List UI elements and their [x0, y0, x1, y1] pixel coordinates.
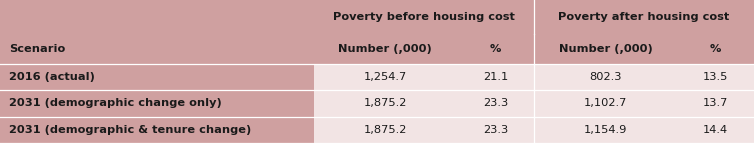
Bar [534, 0, 754, 34]
Text: 23.3: 23.3 [483, 125, 508, 135]
Bar [314, 90, 457, 117]
Bar [314, 117, 754, 143]
Bar [314, 64, 457, 90]
Text: Poverty after housing cost: Poverty after housing cost [558, 12, 730, 22]
Text: Number (,000): Number (,000) [339, 44, 432, 54]
Bar [314, 34, 457, 64]
Text: 23.3: 23.3 [483, 98, 508, 108]
Bar [457, 64, 534, 90]
Bar [314, 64, 754, 90]
Text: 2031 (demographic change only): 2031 (demographic change only) [9, 98, 222, 108]
Text: 13.7: 13.7 [703, 98, 728, 108]
Text: Poverty before housing cost: Poverty before housing cost [333, 12, 515, 22]
Bar [534, 34, 677, 64]
Bar [0, 90, 314, 117]
Bar [677, 64, 754, 90]
Bar [534, 117, 677, 143]
Text: 2031 (demographic & tenure change): 2031 (demographic & tenure change) [9, 125, 251, 135]
Text: 2016 (actual): 2016 (actual) [9, 72, 95, 82]
Text: 1,154.9: 1,154.9 [584, 125, 627, 135]
Bar [0, 117, 314, 143]
Bar [314, 0, 534, 34]
Text: 21.1: 21.1 [483, 72, 508, 82]
Text: %: % [489, 44, 501, 54]
Text: 802.3: 802.3 [589, 72, 621, 82]
Text: 1,254.7: 1,254.7 [363, 72, 407, 82]
Text: %: % [710, 44, 721, 54]
Bar [0, 64, 314, 90]
Bar [457, 117, 534, 143]
Text: 1,102.7: 1,102.7 [584, 98, 627, 108]
Text: Number (,000): Number (,000) [559, 44, 652, 54]
Bar [457, 90, 534, 117]
Text: 1,875.2: 1,875.2 [363, 125, 407, 135]
Bar [677, 117, 754, 143]
Bar [0, 34, 314, 64]
Text: 1,875.2: 1,875.2 [363, 98, 407, 108]
Bar [534, 64, 677, 90]
Bar [314, 90, 754, 117]
Bar [677, 90, 754, 117]
Bar [677, 34, 754, 64]
Text: Scenario: Scenario [9, 44, 66, 54]
Bar [0, 0, 314, 34]
Bar [457, 34, 534, 64]
Bar [314, 117, 457, 143]
Bar [534, 90, 677, 117]
Text: 14.4: 14.4 [703, 125, 728, 135]
Text: 13.5: 13.5 [703, 72, 728, 82]
